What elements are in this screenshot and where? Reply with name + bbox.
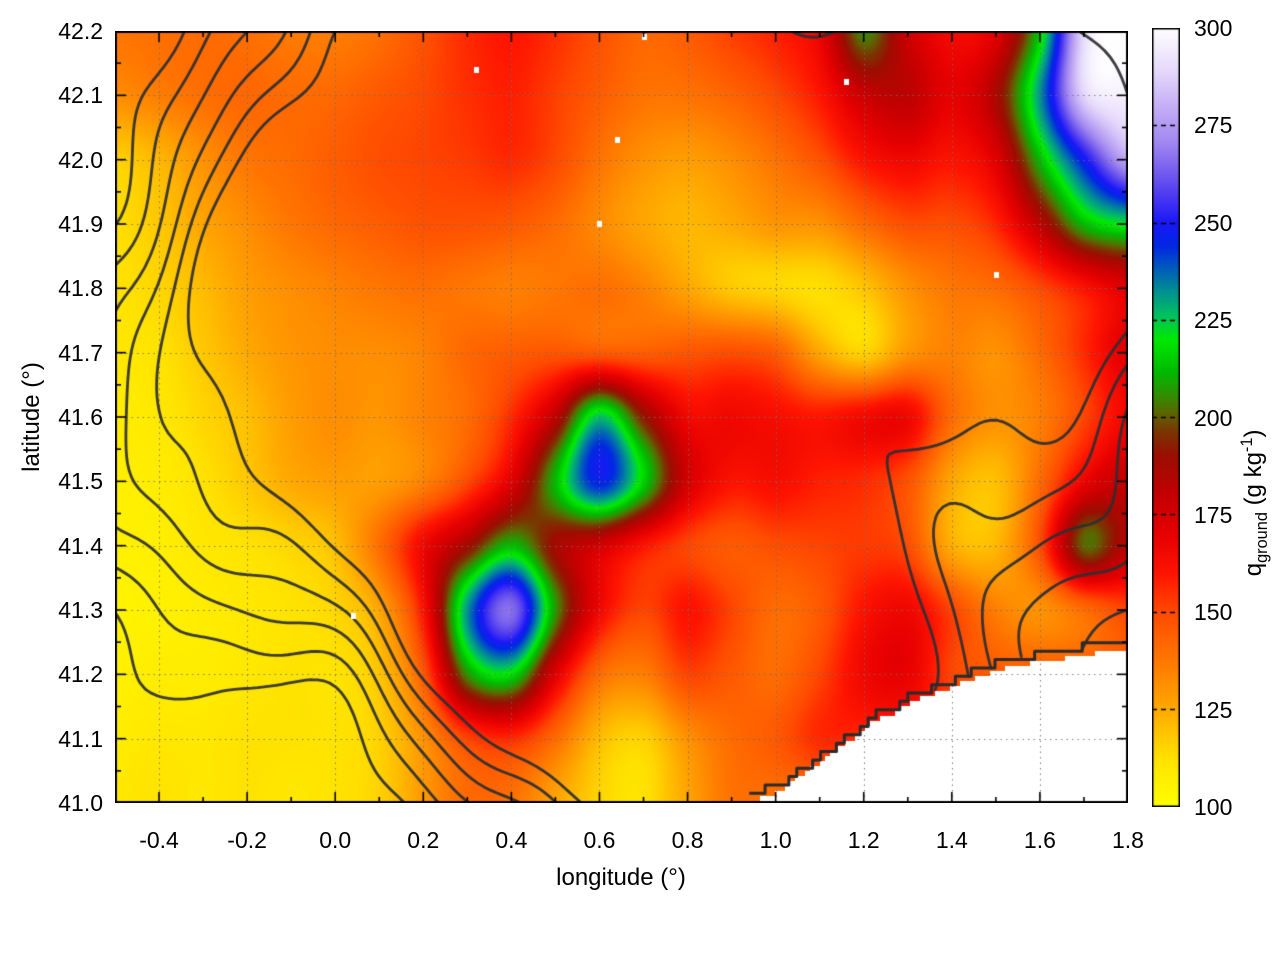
y-tick-label: 41.9 (58, 211, 103, 237)
y-tick-label: 41.2 (58, 661, 103, 688)
x-tick-label: 0.6 (583, 827, 616, 853)
y-tick-label: 41.7 (58, 339, 103, 366)
x-tick-label: -0.4 (139, 827, 179, 853)
colorbar-tick-label: 200 (1194, 404, 1233, 431)
y-tick-label: 41.3 (58, 597, 103, 623)
x-axis-label: longitude (°) (556, 864, 686, 891)
colorbar-label-q: q (1240, 562, 1268, 577)
y-axis-label: latitude (°) (18, 362, 45, 472)
colorbar-tick-label: 100 (1194, 794, 1233, 820)
x-tick-label: 1.4 (935, 827, 968, 853)
y-tick-label: 41.0 (58, 790, 103, 816)
colorbar-tick-label: 300 (1194, 15, 1233, 41)
colorbar-tick-label: 225 (1194, 307, 1233, 334)
colorbar-label-units: (g kg (1240, 452, 1268, 513)
colorbar-label-end: ) (1240, 429, 1268, 438)
y-tick-label: 41.6 (58, 404, 103, 430)
y-tick-label: 42.2 (58, 18, 103, 44)
x-tick-label: 1.0 (759, 827, 792, 853)
x-tick-label: 1.6 (1023, 827, 1056, 853)
heatmap-canvas (115, 31, 1128, 803)
y-tick-label: 41.8 (58, 275, 103, 302)
x-tick-label: 0.0 (319, 827, 352, 853)
colorbar-tick-label: 275 (1194, 112, 1233, 139)
colorbar-label: qground (g kg-1) (1238, 353, 1272, 653)
colorbar-tick-label: 175 (1194, 501, 1233, 528)
colorbar-label-sup: -1 (1238, 437, 1257, 453)
colorbar-tick-label: 250 (1194, 209, 1233, 236)
x-tick-label: 0.8 (671, 827, 704, 853)
colorbar-tick-label: 150 (1194, 599, 1233, 626)
y-tick-label: 41.5 (58, 468, 103, 495)
colorbar-tick-label: 125 (1194, 696, 1233, 723)
colorbar-label-sub: ground (1252, 512, 1271, 563)
y-tick-label: 41.4 (58, 532, 103, 559)
y-tick-label: 42.0 (58, 146, 103, 173)
x-tick-label: 1.8 (1112, 827, 1144, 853)
x-tick-label: 0.4 (495, 827, 528, 853)
x-tick-label: -0.2 (227, 827, 267, 853)
x-tick-label: 0.2 (407, 827, 440, 853)
colorbar-canvas (1152, 28, 1180, 807)
y-tick-label: 41.1 (58, 725, 103, 752)
y-tick-label: 42.1 (58, 82, 103, 109)
x-tick-label: 1.2 (847, 827, 880, 853)
